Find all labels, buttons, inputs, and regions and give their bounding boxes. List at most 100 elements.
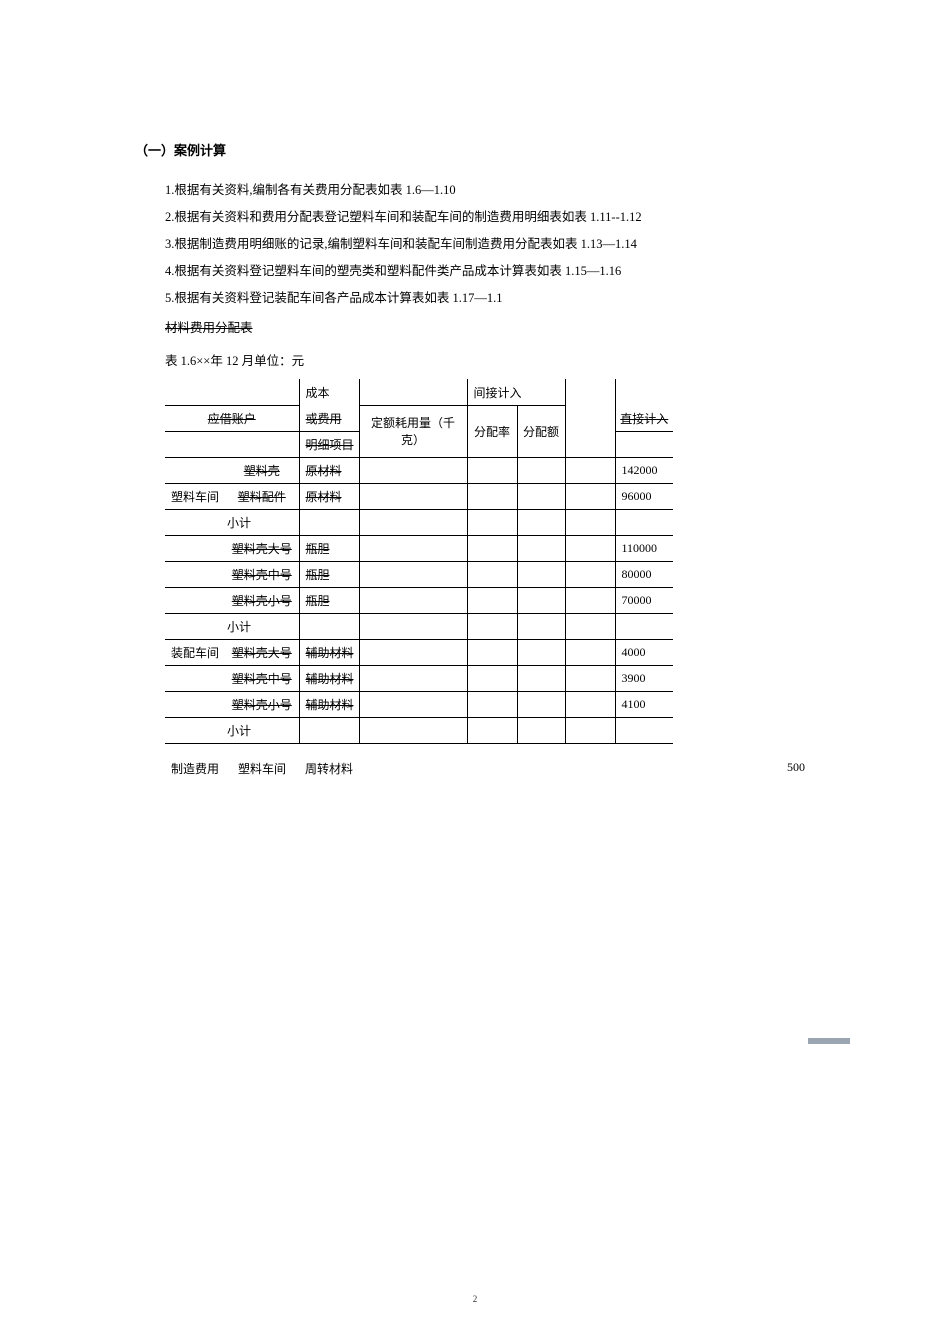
table-row: 小计 bbox=[165, 717, 673, 743]
cell-b: 塑料壳中号 bbox=[225, 561, 299, 587]
cell-b: 塑料配件 bbox=[225, 483, 299, 509]
table-row: 装配车间 塑料壳大号 辅助材料 4000 bbox=[165, 639, 673, 665]
cell-d bbox=[359, 613, 467, 639]
cell-b: 塑料壳小号 bbox=[225, 691, 299, 717]
cell-f bbox=[517, 457, 565, 483]
table-row: 小计 bbox=[165, 509, 673, 535]
table-row: 塑料壳中号 瓶胆 80000 bbox=[165, 561, 673, 587]
cell-e bbox=[467, 457, 517, 483]
cell-d bbox=[359, 691, 467, 717]
cell-a bbox=[165, 535, 225, 561]
cell-g bbox=[565, 457, 615, 483]
cell-f bbox=[517, 717, 565, 743]
header-indirect: 间接计入 bbox=[467, 379, 565, 405]
header-alloc-rate: 分配率 bbox=[467, 405, 517, 457]
header-quota: 定额耗用量（千克） bbox=[359, 405, 467, 457]
cell-h bbox=[615, 509, 673, 535]
cell-c bbox=[299, 509, 359, 535]
cell-a bbox=[165, 717, 225, 743]
table-row: 塑料车间 塑料配件 原材料 96000 bbox=[165, 483, 673, 509]
list-item: 4.根据有关资料登记塑料车间的塑壳类和塑料配件类产品成本计算表如表 1.15—1… bbox=[165, 258, 815, 285]
cell-c: 瓶胆 bbox=[299, 561, 359, 587]
cell-f bbox=[517, 691, 565, 717]
header-blank bbox=[225, 431, 299, 457]
table-row: 塑料壳大号 瓶胆 110000 bbox=[165, 535, 673, 561]
cell-h: 110000 bbox=[615, 535, 673, 561]
table-row: 小计 bbox=[165, 613, 673, 639]
cell-e bbox=[467, 561, 517, 587]
cell-g bbox=[565, 613, 615, 639]
below-b: 塑料车间 bbox=[225, 760, 299, 777]
cell-h: 142000 bbox=[615, 457, 673, 483]
header-detail-item: 明细项目 bbox=[299, 431, 359, 457]
cell-h bbox=[615, 613, 673, 639]
cell-c: 辅助材料 bbox=[299, 665, 359, 691]
cell-h: 80000 bbox=[615, 561, 673, 587]
header-blank bbox=[565, 405, 615, 431]
header-debit-account: 应借账户 bbox=[165, 405, 299, 431]
cell-g bbox=[565, 639, 615, 665]
cell-d bbox=[359, 509, 467, 535]
cell-e bbox=[467, 665, 517, 691]
cell-d bbox=[359, 561, 467, 587]
header-cost-bot: 或费用 bbox=[299, 405, 359, 431]
cell-a bbox=[165, 691, 225, 717]
cell-b: 小计 bbox=[225, 717, 299, 743]
cell-c bbox=[299, 613, 359, 639]
cell-h: 4100 bbox=[615, 691, 673, 717]
cell-d bbox=[359, 457, 467, 483]
cell-g bbox=[565, 535, 615, 561]
table-subtitle: 表 1.6××年 12 月单位：元 bbox=[135, 350, 815, 369]
cell-g bbox=[565, 691, 615, 717]
table-title: 材料费用分配表 bbox=[135, 317, 815, 336]
cell-b: 小计 bbox=[225, 613, 299, 639]
cell-c: 瓶胆 bbox=[299, 587, 359, 613]
allocation-table: 成本 间接计入 应借账户 或费用 定额耗用量（千克） 分配率 分配额 直接计入 … bbox=[165, 379, 673, 744]
cell-a bbox=[165, 665, 225, 691]
list-item: 5.根据有关资料登记装配车间各产品成本计算表如表 1.17—1.1 bbox=[165, 285, 815, 312]
cell-a: 装配车间 bbox=[165, 639, 225, 665]
cell-g bbox=[565, 561, 615, 587]
header-blank bbox=[359, 379, 467, 405]
cell-e bbox=[467, 691, 517, 717]
cell-d bbox=[359, 483, 467, 509]
cell-b: 小计 bbox=[225, 509, 299, 535]
cell-e bbox=[467, 613, 517, 639]
cell-f bbox=[517, 535, 565, 561]
cell-d bbox=[359, 535, 467, 561]
header-blank bbox=[565, 431, 615, 457]
cell-a bbox=[165, 457, 225, 483]
cell-h: 4000 bbox=[615, 639, 673, 665]
below-c: 周转材料 bbox=[299, 760, 379, 777]
cell-e bbox=[467, 587, 517, 613]
cell-d bbox=[359, 665, 467, 691]
cell-e bbox=[467, 535, 517, 561]
cell-g bbox=[565, 509, 615, 535]
table-row: 塑料壳 原材料 142000 bbox=[165, 457, 673, 483]
cell-h: 96000 bbox=[615, 483, 673, 509]
below-a: 制造费用 bbox=[165, 760, 225, 777]
table-row: 塑料壳小号 瓶胆 70000 bbox=[165, 587, 673, 613]
header-blank bbox=[225, 379, 299, 405]
cell-c bbox=[299, 717, 359, 743]
cell-g bbox=[565, 587, 615, 613]
cell-e bbox=[467, 509, 517, 535]
cell-g bbox=[565, 483, 615, 509]
cell-c: 辅助材料 bbox=[299, 691, 359, 717]
header-blank bbox=[615, 431, 673, 457]
table-row: 塑料壳小号 辅助材料 4100 bbox=[165, 691, 673, 717]
cell-h: 70000 bbox=[615, 587, 673, 613]
cell-c: 辅助材料 bbox=[299, 639, 359, 665]
numbered-list: 1.根据有关资料,编制各有关费用分配表如表 1.6—1.10 2.根据有关资料和… bbox=[135, 177, 815, 311]
cell-f bbox=[517, 483, 565, 509]
list-item: 3.根据制造费用明细账的记录,编制塑料车间和装配车间制造费用分配表如表 1.13… bbox=[165, 231, 815, 258]
cell-f bbox=[517, 561, 565, 587]
header-blank bbox=[165, 431, 225, 457]
cell-g bbox=[565, 717, 615, 743]
cell-e bbox=[467, 717, 517, 743]
header-direct: 直接计入 bbox=[615, 405, 673, 431]
decorative-bar bbox=[808, 1038, 850, 1044]
cell-d bbox=[359, 587, 467, 613]
cell-d bbox=[359, 717, 467, 743]
table-row: 塑料壳中号 辅助材料 3900 bbox=[165, 665, 673, 691]
